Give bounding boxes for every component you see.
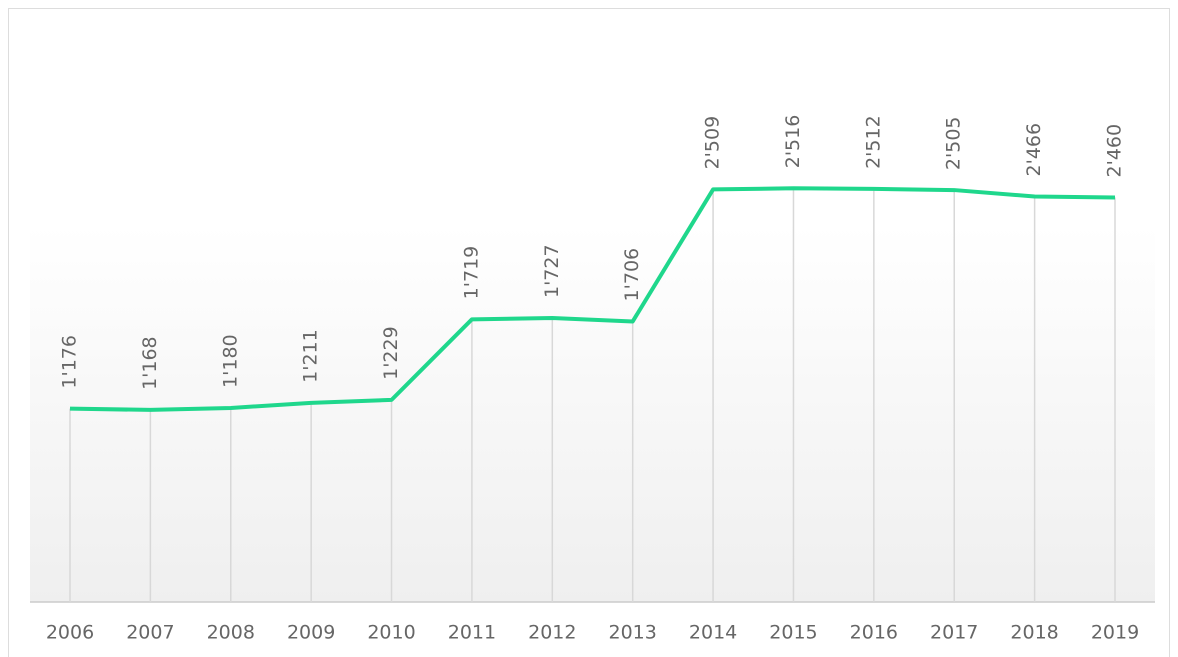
data-label: 2'516 — [782, 115, 804, 169]
x-tick-label: 2017 — [930, 622, 978, 644]
x-tick-label: 2008 — [207, 622, 255, 644]
x-tick-label: 2014 — [689, 622, 737, 644]
x-tick-label: 2019 — [1091, 622, 1139, 644]
series-line — [69, 186, 1116, 412]
data-label: 2'509 — [702, 116, 724, 170]
data-label: 1'719 — [460, 246, 482, 300]
frame — [8, 8, 1170, 657]
data-label: 1'706 — [621, 248, 643, 302]
data-label: 2'466 — [1023, 123, 1045, 177]
x-tick-label: 2016 — [850, 622, 898, 644]
data-label: 1'727 — [541, 244, 563, 298]
data-label: 2'512 — [862, 115, 884, 169]
x-tick-label: 2007 — [126, 622, 174, 644]
x-tick-label: 2013 — [609, 622, 657, 644]
data-label: 2'460 — [1104, 124, 1126, 178]
data-label: 1'168 — [139, 336, 161, 390]
x-tick-label: 2009 — [287, 622, 335, 644]
data-label: 2'505 — [943, 116, 965, 170]
x-tick-label: 2010 — [367, 622, 415, 644]
x-tick-label: 2012 — [528, 622, 576, 644]
x-tick-label: 2018 — [1010, 622, 1058, 644]
data-label: 1'229 — [380, 326, 402, 380]
plot-background — [30, 225, 1155, 602]
data-label: 1'176 — [59, 335, 81, 389]
x-tick-label: 2015 — [769, 622, 817, 644]
x-tick-label: 2011 — [448, 622, 496, 644]
data-label: 1'180 — [219, 334, 241, 388]
x-tick-label: 2006 — [46, 622, 94, 644]
data-label: 1'211 — [300, 329, 322, 383]
